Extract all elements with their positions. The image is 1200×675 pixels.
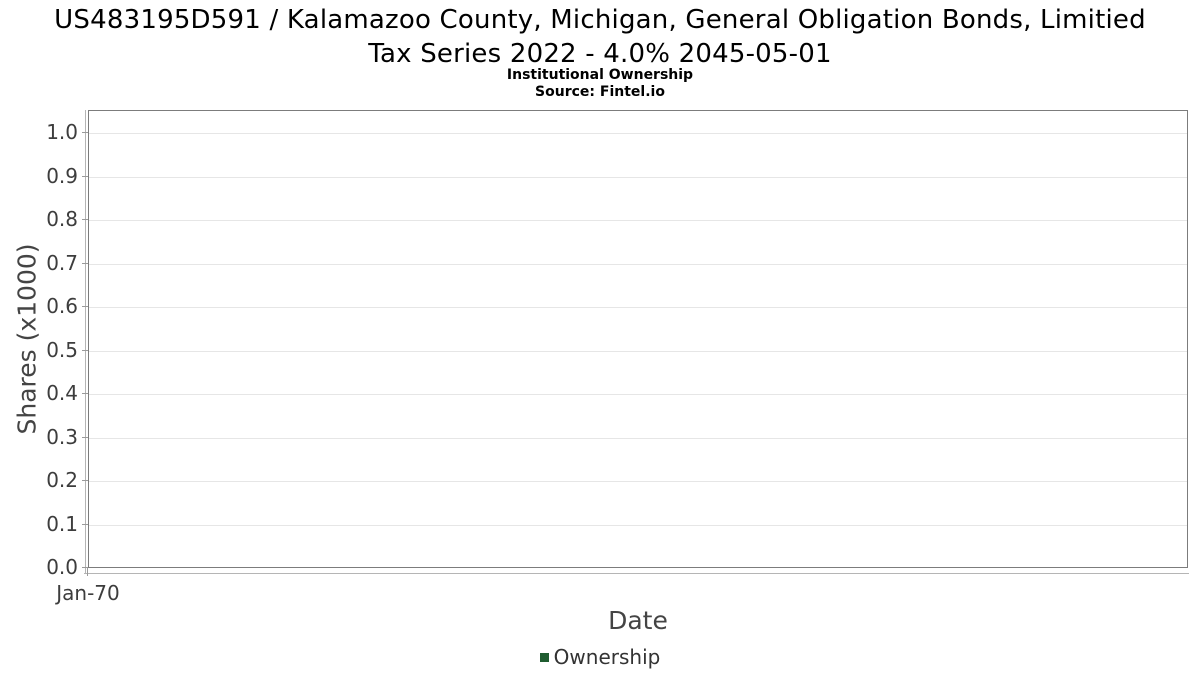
y-axis-title: Shares (x1000) bbox=[12, 243, 42, 435]
legend-label-ownership: Ownership bbox=[553, 645, 661, 669]
gridline-0.3 bbox=[89, 437, 1187, 439]
y-tick-mark-0.6 bbox=[82, 306, 88, 307]
y-tick-mark-1.0 bbox=[82, 132, 88, 133]
y-tick-label-0.6: 0.6 bbox=[46, 294, 78, 318]
y-tick-label-0.7: 0.7 bbox=[46, 250, 78, 275]
legend-swatch-ownership bbox=[539, 652, 549, 662]
gridline-0.6 bbox=[89, 307, 1187, 308]
y-tick-mark-0.1 bbox=[82, 523, 88, 525]
y-tick-label-0.9: 0.9 bbox=[46, 163, 78, 188]
chart-title-line2: Tax Series 2022 - 4.0% 2045-05-01 bbox=[368, 39, 832, 69]
x-tick-label: Jan-70 bbox=[56, 581, 120, 605]
chart-title-line1: US483195D591 / Kalamazoo County, Michiga… bbox=[54, 5, 1146, 35]
gridline-0.8 bbox=[89, 220, 1187, 221]
gridline-0.5 bbox=[89, 350, 1187, 352]
gridline-0.7 bbox=[89, 263, 1187, 265]
y-axis-line bbox=[85, 110, 86, 574]
gridline-0.1 bbox=[89, 524, 1187, 526]
y-tick-label-1.0: 1.0 bbox=[46, 120, 78, 144]
y-tick-label-0.8: 0.8 bbox=[46, 207, 78, 231]
y-tick-mark-0.7 bbox=[82, 262, 88, 264]
chart-subtitle: Institutional Ownership bbox=[506, 67, 694, 83]
gridline-1.0 bbox=[89, 133, 1187, 134]
y-tick-mark-0.0 bbox=[82, 567, 88, 568]
y-tick-mark-0.8 bbox=[82, 219, 88, 220]
x-axis-title: Date bbox=[608, 606, 668, 635]
gridline-0.4 bbox=[89, 394, 1187, 395]
y-tick-label-0.3: 0.3 bbox=[46, 424, 78, 449]
y-tick-label-0.5: 0.5 bbox=[46, 337, 78, 362]
chart-source: Source: Fintel.io bbox=[535, 84, 665, 100]
x-axis-line bbox=[84, 573, 1189, 574]
y-tick-label-0.2: 0.2 bbox=[46, 468, 78, 492]
y-tick-mark-0.4 bbox=[82, 393, 88, 394]
legend: Ownership bbox=[0, 645, 1200, 669]
y-tick-label-0.4: 0.4 bbox=[46, 381, 78, 405]
y-tick-mark-0.2 bbox=[82, 480, 88, 481]
y-tick-mark-0.9 bbox=[82, 175, 88, 177]
y-tick-label-0.0: 0.0 bbox=[46, 555, 78, 579]
y-tick-mark-0.5 bbox=[82, 349, 88, 351]
gridline-0.2 bbox=[89, 481, 1187, 482]
gridline-0.9 bbox=[89, 176, 1187, 178]
x-tick-mark bbox=[87, 568, 88, 576]
plot-area bbox=[88, 110, 1188, 568]
y-tick-mark-0.3 bbox=[82, 436, 88, 438]
y-tick-label-0.1: 0.1 bbox=[46, 511, 78, 536]
